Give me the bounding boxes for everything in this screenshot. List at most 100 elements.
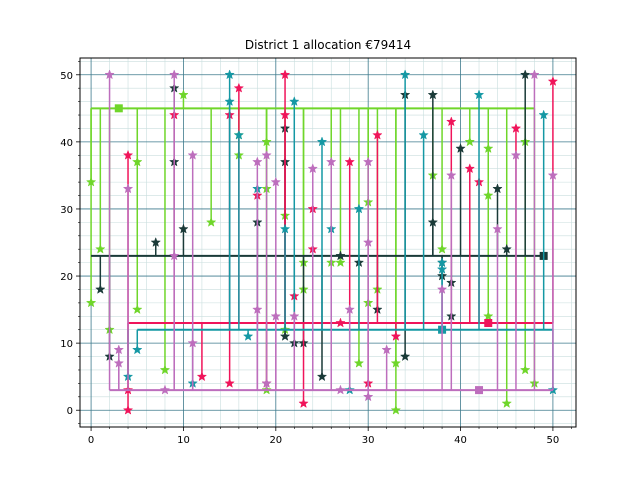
point-star [483, 190, 494, 200]
point-star [390, 330, 402, 341]
hub-marker [484, 319, 493, 328]
point-star [436, 283, 448, 294]
series-4 [104, 69, 559, 402]
point-star [538, 109, 549, 120]
point-star [298, 398, 309, 408]
point-star [390, 357, 402, 368]
x-tick-label: 40 [454, 435, 467, 446]
point-star [483, 310, 494, 321]
point-star [85, 176, 97, 187]
point-star [122, 149, 134, 160]
point-star [178, 223, 189, 234]
point-star [464, 163, 476, 174]
point-star [132, 156, 143, 167]
point-star [233, 82, 245, 93]
point-star [335, 257, 346, 268]
point-star [289, 310, 300, 321]
point-star [436, 243, 448, 254]
point-star [381, 344, 392, 355]
point-star [501, 243, 512, 254]
point-star [362, 391, 374, 402]
point-star [159, 384, 171, 395]
point-star [279, 69, 291, 80]
point-star [122, 183, 134, 194]
point-star [270, 176, 282, 187]
point-star [510, 122, 522, 133]
point-star [159, 364, 171, 375]
x-tick-label: 20 [269, 435, 282, 446]
point-star [196, 371, 208, 382]
point-star [279, 109, 291, 120]
point-star [529, 69, 540, 80]
point-star [492, 223, 503, 234]
chart-title: District 1 allocation €79414 [245, 38, 411, 52]
point-star [233, 129, 245, 140]
x-tick-label: 50 [547, 435, 560, 446]
point-star [168, 250, 180, 261]
point-star [427, 216, 439, 227]
point-star [187, 149, 198, 160]
point-star [316, 371, 328, 382]
point-star [492, 183, 503, 194]
point-star [289, 96, 300, 107]
y-tick-label: 20 [60, 272, 73, 283]
point-star [224, 96, 235, 107]
point-star [390, 404, 402, 415]
point-star [261, 149, 272, 160]
point-star [95, 283, 106, 294]
point-star [519, 69, 531, 80]
point-star [279, 223, 291, 234]
point-star [279, 330, 291, 341]
point-star [547, 169, 559, 180]
point-star [436, 257, 448, 268]
point-star [132, 344, 143, 355]
point-star [362, 236, 374, 247]
y-tick-label: 10 [60, 339, 73, 350]
point-star [455, 143, 466, 154]
point-star [399, 69, 411, 80]
hub-marker [475, 386, 484, 395]
point-star [353, 203, 365, 214]
point-star [261, 377, 272, 388]
point-star [418, 129, 429, 140]
point-star [261, 136, 272, 147]
point-star [252, 156, 263, 167]
point-star [501, 398, 512, 408]
point-star [307, 163, 318, 174]
y-tick-label: 0 [67, 406, 73, 417]
point-star [372, 129, 383, 140]
point-star [113, 357, 125, 368]
point-star [132, 304, 143, 315]
point-star [344, 304, 355, 315]
point-star [446, 116, 457, 127]
point-star [224, 377, 235, 388]
point-star [473, 89, 485, 100]
hub-marker [114, 104, 123, 113]
point-star [187, 337, 198, 348]
point-star [252, 304, 263, 315]
point-star [446, 169, 457, 180]
point-star [205, 216, 217, 227]
point-star [122, 404, 134, 415]
point-star [168, 69, 180, 80]
point-star [519, 364, 531, 375]
point-star [178, 89, 189, 100]
point-star [483, 143, 494, 154]
chart-marks [85, 69, 559, 415]
point-star [399, 351, 411, 362]
point-star [464, 136, 476, 147]
point-star [427, 89, 439, 100]
point-star [85, 297, 97, 308]
point-star [344, 156, 355, 167]
x-tick-label: 0 [88, 435, 94, 446]
point-star [150, 236, 161, 247]
point-star [224, 69, 235, 80]
point-star [335, 317, 346, 328]
chart-axes: 0 10 20 30 40 50 0 10 20 30 40 50 [60, 57, 577, 446]
x-tick-label: 10 [177, 435, 190, 446]
point-star [362, 156, 374, 167]
point-star [353, 357, 365, 368]
x-tick-label: 30 [362, 435, 375, 446]
